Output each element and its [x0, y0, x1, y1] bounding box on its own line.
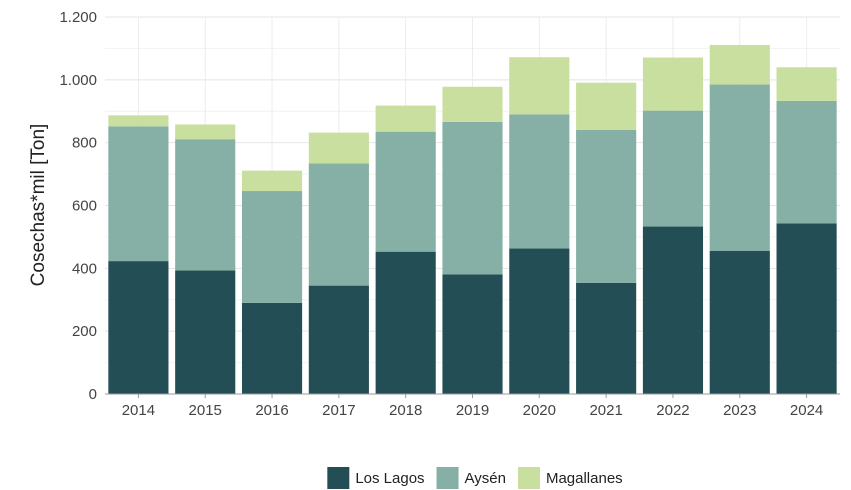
x-tick-label: 2016 [255, 402, 288, 419]
bar-ays-n-2014 [108, 126, 169, 262]
x-tick-label: 2018 [389, 402, 422, 419]
y-tick-label: 200 [72, 323, 97, 340]
bar-ays-n-2019 [442, 121, 503, 275]
bar-los-lagos-2016 [241, 302, 303, 394]
bar-magallanes-2015 [175, 124, 236, 140]
x-tick-label: 2015 [189, 402, 222, 419]
bar-ays-n-2024 [776, 100, 837, 224]
legend-label-magallanes: Magallanes [546, 470, 623, 487]
y-tick-label: 600 [72, 198, 97, 215]
x-tick-label: 2021 [589, 402, 622, 419]
bar-los-lagos-2022 [642, 226, 704, 394]
legend: Los Lagos Aysén Magallanes [327, 467, 623, 489]
bar-los-lagos-2023 [709, 250, 770, 394]
legend-label-ays-n: Aysén [465, 470, 506, 487]
bar-ays-n-2016 [241, 191, 303, 303]
bar-ays-n-2015 [175, 139, 236, 271]
bar-los-lagos-2017 [308, 285, 369, 394]
legend-swatch-magallanes [517, 467, 540, 489]
bar-ays-n-2023 [709, 84, 770, 251]
bar-los-lagos-2019 [442, 274, 503, 394]
bar-los-lagos-2020 [509, 248, 570, 394]
legend-swatch-ays-n [436, 467, 459, 489]
y-axis-title: Cosechas*mil [Ton] [28, 124, 49, 287]
y-tick-label: 800 [72, 135, 97, 152]
bar-los-lagos-2014 [108, 261, 169, 394]
bar-ays-n-2021 [576, 129, 637, 283]
bar-magallanes-2023 [709, 44, 770, 85]
bar-magallanes-2024 [776, 67, 837, 101]
bar-magallanes-2021 [576, 82, 637, 130]
legend-label-los-lagos: Los Lagos [355, 470, 424, 487]
bar-ays-n-2017 [308, 163, 369, 286]
bar-ays-n-2022 [642, 110, 704, 227]
bar-ays-n-2018 [375, 131, 436, 252]
bar-magallanes-2022 [642, 57, 704, 111]
y-tick-label: 1.000 [59, 72, 97, 89]
bar-magallanes-2019 [442, 86, 503, 122]
bar-los-lagos-2015 [175, 270, 236, 394]
bar-los-lagos-2018 [375, 251, 436, 394]
x-tick-label: 2024 [790, 402, 823, 419]
bar-magallanes-2014 [108, 115, 169, 127]
bar-los-lagos-2024 [776, 223, 837, 394]
y-tick-label: 1.200 [59, 9, 97, 26]
bar-los-lagos-2021 [576, 282, 637, 394]
y-tick-label: 400 [72, 260, 97, 277]
bar-ays-n-2020 [509, 114, 570, 249]
bar-magallanes-2020 [509, 57, 570, 115]
x-tick-label: 2020 [523, 402, 556, 419]
bars [108, 44, 837, 394]
bar-magallanes-2018 [375, 105, 436, 132]
bar-magallanes-2016 [241, 170, 303, 192]
x-tick-label: 2017 [322, 402, 355, 419]
legend-swatch-los-lagos [327, 467, 350, 489]
y-tick-label: 0 [89, 386, 97, 403]
x-tick-label: 2014 [122, 402, 155, 419]
axes: 0 200 400 600 800 1.000 1.200 2014 2015 2016 2017 2… [59, 9, 840, 419]
bar-magallanes-2017 [308, 132, 369, 164]
x-tick-label: 2022 [656, 402, 689, 419]
x-tick-label: 2023 [723, 402, 756, 419]
x-tick-label: 2019 [456, 402, 489, 419]
